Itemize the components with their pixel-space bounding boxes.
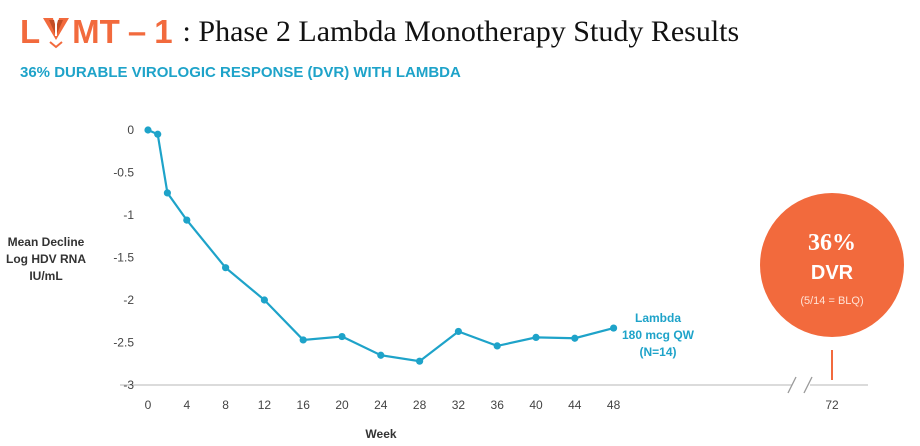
y-tick-label: -2 — [123, 293, 134, 307]
y-tick-label: -2.5 — [113, 336, 134, 350]
x-axis-title: Week — [365, 427, 396, 441]
axis-break-mark — [787, 376, 797, 394]
data-point — [532, 333, 540, 341]
x-tick-label: 44 — [568, 398, 582, 412]
data-point — [183, 216, 191, 224]
y-axis-label: Mean Decline Log HDV RNA IU/mL — [0, 234, 92, 285]
data-point — [154, 130, 162, 138]
axis-break-mark — [803, 376, 813, 394]
data-point — [454, 327, 462, 336]
x-tick-label: 40 — [529, 398, 543, 412]
x-tick-label: 48 — [607, 398, 621, 412]
x-tick-label: 0 — [145, 398, 152, 412]
series-label: (N=14) — [639, 345, 676, 359]
study-logo: L MT – 1 — [20, 13, 173, 51]
y-tick-label: -3 — [123, 378, 134, 392]
y-tick-label: -1 — [123, 208, 134, 222]
y-axis-label-line: Log HDV RNA — [6, 252, 86, 266]
x-tick-label: 36 — [491, 398, 505, 412]
x-tick-label: 72 — [825, 398, 839, 412]
x-tick-label: 20 — [335, 398, 349, 412]
dvr-label: DVR — [811, 262, 854, 284]
logo-letters-mt: MT — [72, 13, 120, 50]
data-point — [144, 126, 152, 134]
y-axis-label-line: IU/mL — [29, 269, 63, 283]
data-point — [338, 332, 346, 341]
logo-letter-l: L — [20, 13, 41, 50]
y-axis-label-line: Mean Decline — [7, 235, 85, 249]
x-tick-label: 12 — [258, 398, 272, 412]
dvr-detail: (5/14 = BLQ) — [800, 295, 863, 307]
data-point — [163, 189, 171, 197]
page-title: : Phase 2 Lambda Monotherapy Study Resul… — [182, 15, 740, 48]
series-label: Lambda — [635, 311, 681, 325]
dvr-percent: 36% — [808, 230, 856, 256]
data-point — [377, 351, 385, 359]
down-arrow-icon — [41, 14, 71, 50]
x-tick-label: 4 — [183, 398, 190, 412]
page-subtitle: 36% DURABLE VIROLOGIC RESPONSE (DVR) WIT… — [20, 64, 461, 81]
dvr-callout-circle — [760, 193, 904, 337]
x-tick-label: 8 — [222, 398, 229, 412]
data-point — [299, 336, 307, 344]
data-point — [610, 324, 618, 332]
x-tick-label: 16 — [297, 398, 311, 412]
data-point — [571, 334, 579, 342]
logo-number: 1 — [154, 13, 173, 50]
data-point — [222, 264, 230, 272]
y-tick-label: -0.5 — [113, 166, 134, 180]
series-label: 180 mcg QW — [622, 328, 695, 342]
x-tick-label: 28 — [413, 398, 427, 412]
y-tick-label: 0 — [127, 123, 134, 137]
data-point — [493, 342, 501, 350]
x-tick-label: 32 — [452, 398, 466, 412]
data-point — [260, 296, 268, 304]
x-tick-label: 24 — [374, 398, 388, 412]
series-line — [147, 128, 614, 363]
logo-dash: – — [127, 13, 147, 50]
title-row: L MT – 1 : Phase 2 Lambda Monotherapy St… — [20, 10, 739, 54]
data-point — [416, 357, 424, 365]
y-tick-label: -1.5 — [113, 251, 134, 265]
